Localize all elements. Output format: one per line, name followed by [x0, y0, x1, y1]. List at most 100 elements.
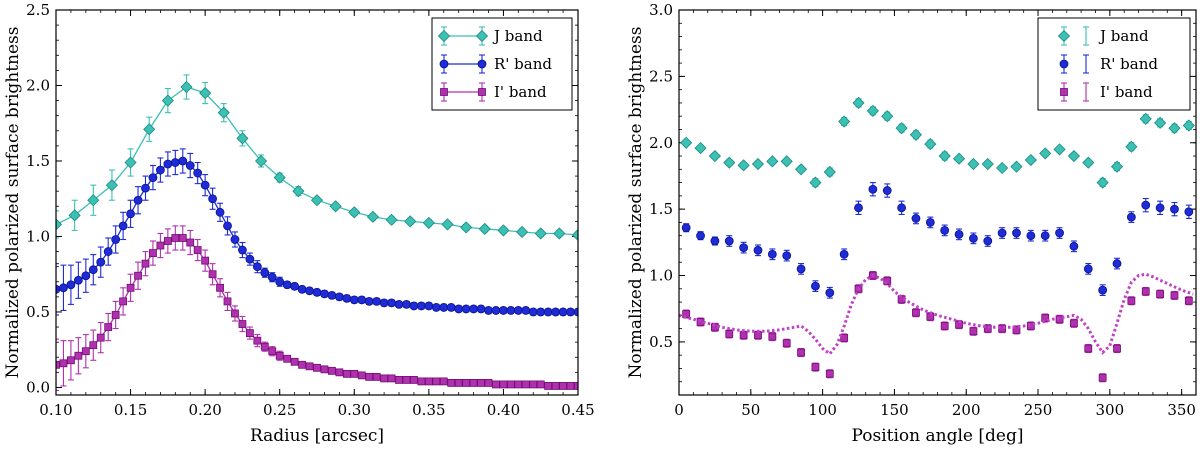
data-point [1184, 296, 1193, 305]
x-tick-label: 0.10 [39, 401, 72, 419]
data-point [149, 249, 157, 257]
data-point [334, 292, 344, 302]
data-point [868, 184, 878, 194]
y-tick-label: 2.5 [26, 1, 50, 19]
x-axis-label: Radius [arcsec] [250, 426, 384, 446]
data-point [897, 203, 906, 213]
data-point [558, 307, 568, 317]
data-point [866, 104, 879, 117]
model-dotted-line [679, 272, 1194, 356]
data-point [395, 376, 403, 384]
data-point [59, 283, 68, 293]
data-point [252, 262, 262, 272]
y-tick-label: 2.0 [26, 76, 50, 94]
data-point [1055, 228, 1064, 238]
y-tick-label: 0.5 [26, 303, 50, 321]
data-point [534, 227, 547, 240]
data-point [163, 237, 172, 245]
data-point [350, 369, 359, 378]
data-point [911, 214, 921, 223]
data-point [682, 310, 691, 318]
data-point [260, 268, 270, 278]
data-point [492, 380, 500, 389]
data-point [1041, 314, 1050, 322]
data-point [118, 221, 128, 231]
data-point [1141, 200, 1151, 210]
data-point [1067, 149, 1080, 163]
data-point [208, 194, 218, 204]
data-point [215, 207, 225, 217]
x-tick-label: 200 [952, 401, 981, 419]
data-point [754, 331, 762, 340]
legend-label: R' band [1100, 55, 1158, 73]
series-model-curve [679, 272, 1194, 356]
data-point [402, 376, 411, 384]
legend-marker [478, 88, 486, 96]
data-point [178, 234, 187, 242]
data-point [329, 200, 342, 213]
data-point [290, 281, 300, 291]
data-point [387, 298, 396, 308]
data-point [348, 206, 361, 219]
data-point [342, 293, 352, 303]
y-tick-label: 3.0 [649, 1, 673, 19]
data-point [417, 377, 426, 386]
data-point [514, 380, 523, 389]
series-jband [56, 74, 578, 242]
data-point [379, 298, 389, 308]
data-point [439, 303, 449, 312]
data-point [238, 245, 247, 255]
legend-entry: J band [1057, 26, 1149, 46]
legend: J band R' band I' band [431, 17, 573, 111]
data-point [499, 306, 508, 315]
data-point [1026, 322, 1035, 330]
data-point [1053, 143, 1066, 156]
data-point [410, 376, 418, 384]
x-tick-label: 0.35 [412, 401, 445, 419]
data-point [238, 320, 247, 328]
data-point [766, 155, 779, 168]
data-point [521, 306, 531, 315]
data-point [223, 297, 232, 306]
data-point [327, 290, 337, 300]
data-point [469, 379, 478, 387]
data-point [1139, 112, 1152, 125]
data-point [1113, 344, 1121, 353]
data-point [409, 301, 419, 311]
data-point [823, 165, 836, 179]
data-point [1039, 147, 1052, 160]
data-point [710, 236, 720, 246]
y-tick-label: 1.0 [26, 227, 50, 245]
data-point [739, 331, 748, 340]
legend-entry: I' band [440, 82, 547, 102]
data-point [513, 306, 523, 315]
data-point [954, 229, 964, 239]
legend-entry: R' band [1059, 54, 1158, 74]
legend-marker [440, 88, 448, 96]
data-point [1040, 231, 1050, 241]
data-point [696, 231, 705, 241]
data-point [551, 382, 560, 390]
data-point [141, 259, 150, 268]
data-point [186, 238, 195, 247]
data-point [881, 110, 894, 123]
data-point [201, 256, 210, 265]
x-tick-label: 0.20 [188, 401, 221, 419]
legend-entry: I' band [1060, 82, 1153, 102]
data-point [952, 152, 966, 165]
x-tick-label: 0 [674, 401, 684, 419]
data-point [1170, 291, 1179, 300]
data-point [782, 339, 791, 348]
data-point [67, 356, 75, 365]
data-point [854, 203, 863, 213]
data-point [68, 209, 81, 222]
data-point [88, 265, 98, 275]
data-point [694, 142, 707, 155]
data-point [217, 106, 230, 119]
data-point [543, 307, 553, 317]
data-point [372, 372, 381, 381]
data-point [1026, 231, 1036, 241]
data-point [909, 128, 923, 141]
data-point [126, 209, 135, 219]
